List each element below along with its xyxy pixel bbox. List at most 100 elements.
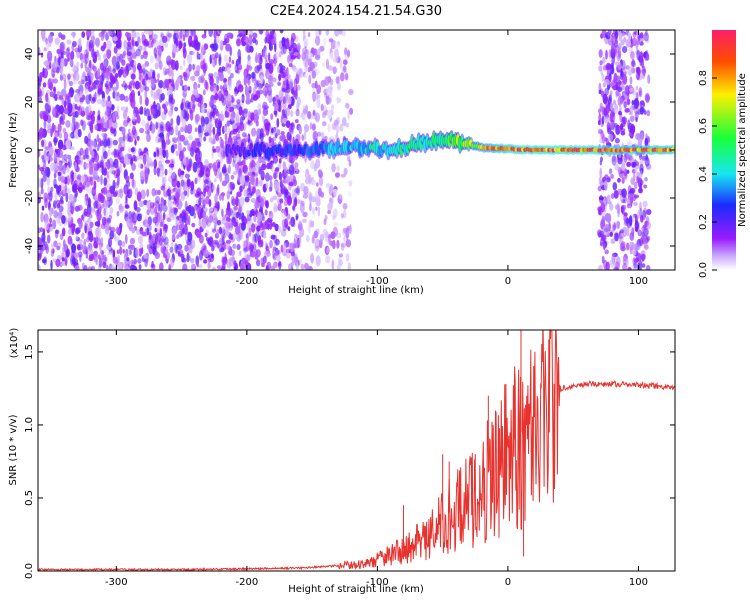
heatmap-cell (145, 122, 150, 131)
heatmap-cell (307, 265, 313, 270)
heatmap-cell (620, 39, 625, 46)
heatmap-cell (44, 102, 49, 111)
heatmap-cell (339, 72, 345, 82)
x-tick-label: -100 (366, 577, 389, 588)
heatmap-cell (337, 81, 341, 91)
heatmap-cell (278, 226, 282, 233)
heatmap-cell (125, 180, 131, 188)
heatmap-cell (57, 161, 63, 171)
heatmap-cell (44, 197, 48, 209)
heatmap-cell (345, 253, 350, 262)
heatmap-cell (621, 59, 626, 71)
heatmap-cell (113, 127, 117, 137)
heatmap-cell (246, 91, 250, 102)
heatmap-cell (642, 224, 647, 229)
heatmap-cell (272, 248, 275, 260)
heatmap-cell (635, 132, 641, 141)
heatmap-cell (259, 169, 265, 178)
heatmap-cell (47, 122, 52, 130)
heatmap-cell (308, 174, 312, 185)
heatmap-cell (73, 194, 77, 203)
heatmap-cell (262, 159, 266, 168)
heatmap-cell (103, 53, 107, 60)
spectrogram-ylabel: Frequency (Hz) (8, 112, 19, 188)
heatmap-cell (320, 103, 324, 112)
heatmap-cell (90, 35, 96, 41)
heatmap-cell (196, 64, 201, 74)
heatmap-cell (112, 36, 118, 42)
heatmap-cell (226, 259, 232, 269)
heatmap-cell (182, 34, 186, 42)
heatmap-cell (130, 244, 136, 251)
heatmap-cell (625, 39, 632, 48)
heatmap-cell (104, 110, 110, 116)
heatmap-cell (82, 94, 86, 101)
heatmap-cell (88, 59, 92, 69)
heatmap-cell (639, 130, 645, 140)
heatmap-cell (203, 182, 207, 194)
heatmap-cell (99, 244, 102, 252)
heatmap-cell (332, 239, 336, 250)
heatmap-cell (254, 39, 259, 46)
heatmap-cell (271, 78, 275, 83)
heatmap-cell (109, 230, 115, 240)
heatmap-cell (215, 145, 220, 153)
heatmap-cell (158, 151, 163, 160)
heatmap-cell (214, 193, 218, 203)
heatmap-cell (198, 125, 204, 133)
heatmap-cell (628, 122, 633, 133)
heatmap-cell (240, 212, 245, 222)
heatmap-cell (238, 214, 242, 220)
heatmap-cell (225, 111, 230, 118)
heatmap-cell (307, 111, 312, 120)
heatmap-cell (643, 32, 649, 42)
heatmap-cell (91, 207, 96, 213)
heatmap-cell (171, 98, 175, 105)
heatmap-cell (194, 153, 198, 162)
heatmap-cell (285, 67, 289, 77)
heatmap-cell (634, 165, 638, 174)
heatmap-cell (316, 97, 321, 109)
heatmap-cell (166, 252, 171, 260)
heatmap-cell (612, 85, 618, 91)
heatmap-cell (182, 96, 187, 103)
heatmap-cell (645, 264, 651, 270)
heatmap-cell (285, 242, 291, 248)
heatmap-cell (160, 121, 164, 129)
heatmap-cell (45, 244, 49, 254)
heatmap-cell (264, 57, 268, 62)
heatmap-cell (97, 114, 101, 121)
heatmap-cell (612, 224, 617, 231)
heatmap-cell (190, 30, 193, 39)
heatmap-cell (633, 201, 638, 206)
heatmap-cell (627, 185, 632, 195)
heatmap-cell (274, 167, 280, 172)
heatmap-cell (335, 124, 340, 134)
heatmap-cell (136, 115, 141, 124)
heatmap-cell (103, 207, 107, 216)
heatmap-cell (140, 247, 144, 255)
heatmap-cell (100, 117, 105, 125)
heatmap-cell (327, 202, 333, 212)
heatmap-cell (254, 200, 260, 209)
snr-ylabel: SNR (10 * v/v) (8, 414, 19, 485)
heatmap-cell (53, 151, 57, 159)
heatmap-cell (201, 221, 207, 230)
heatmap-cell (209, 84, 215, 92)
heatmap-cell (248, 191, 254, 196)
heatmap-cell (130, 73, 136, 80)
heatmap-cell (67, 200, 72, 212)
heatmap-cell (285, 73, 291, 80)
heatmap-cell (310, 160, 315, 170)
heatmap-cell (182, 46, 186, 54)
heatmap-cell (642, 200, 648, 208)
heatmap-cell (134, 40, 139, 47)
heatmap-cell (297, 68, 303, 75)
heatmap-cell (613, 267, 618, 270)
heatmap-cell (304, 173, 308, 179)
heatmap-cell (621, 188, 627, 199)
heatmap-cell (116, 165, 120, 176)
heatmap-cell (48, 141, 52, 148)
heatmap-cell (598, 89, 602, 95)
